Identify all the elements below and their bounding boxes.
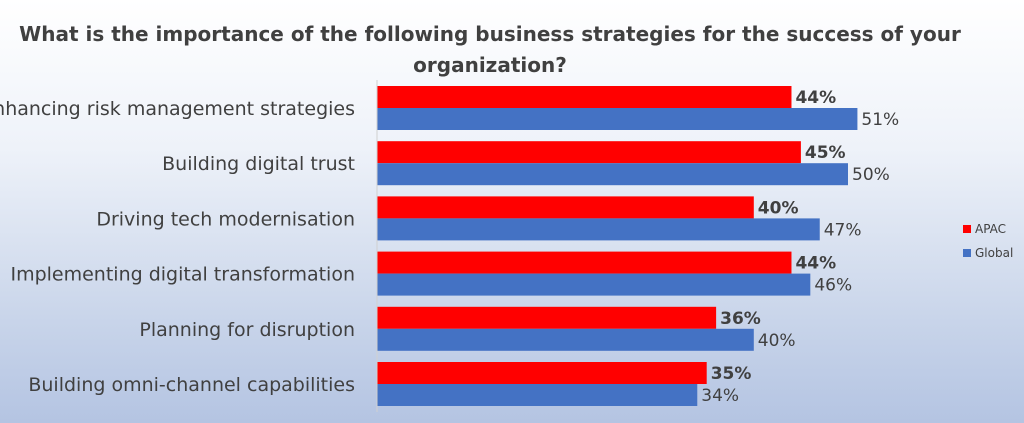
bar-global-4 bbox=[377, 328, 754, 351]
category-label: Building digital trust bbox=[162, 153, 355, 175]
legend-label-apac: APAC bbox=[975, 222, 1006, 236]
bar-global-3 bbox=[377, 273, 811, 296]
category-label: Driving tech modernisation bbox=[96, 208, 355, 230]
category-label: Enhancing risk management strategies bbox=[0, 98, 355, 120]
bar-global-2 bbox=[377, 218, 820, 241]
category-label: Implementing digital transformation bbox=[10, 264, 355, 286]
chart-title-line: What is the importance of the following … bbox=[19, 22, 961, 46]
bar-apac-3 bbox=[377, 251, 792, 274]
data-label-apac-5: 35% bbox=[711, 364, 752, 384]
data-label-global-1: 50% bbox=[852, 165, 890, 185]
chart-title-line: organization? bbox=[413, 53, 567, 77]
data-label-global-4: 40% bbox=[758, 331, 796, 351]
legend-swatch-global bbox=[963, 249, 971, 257]
data-label-apac-1: 45% bbox=[805, 143, 846, 163]
bar-apac-1 bbox=[377, 141, 801, 164]
data-label-apac-3: 44% bbox=[795, 254, 836, 274]
data-label-global-2: 47% bbox=[824, 220, 862, 240]
data-label-apac-2: 40% bbox=[758, 198, 799, 218]
bar-apac-4 bbox=[377, 306, 717, 329]
legend-label-global: Global bbox=[975, 246, 1013, 260]
bar-global-0 bbox=[377, 108, 858, 130]
data-label-apac-4: 36% bbox=[720, 309, 761, 329]
category-label: Planning for disruption bbox=[139, 319, 355, 341]
bar-apac-0 bbox=[377, 86, 792, 108]
data-label-apac-0: 44% bbox=[795, 88, 836, 108]
bar-global-1 bbox=[377, 163, 848, 186]
data-label-global-0: 51% bbox=[861, 110, 899, 130]
bar-apac-5 bbox=[377, 362, 707, 384]
category-label: Building omni-channel capabilities bbox=[28, 374, 355, 396]
legend-swatch-apac bbox=[963, 225, 971, 233]
data-label-global-3: 46% bbox=[814, 276, 852, 296]
bar-apac-2 bbox=[377, 196, 754, 219]
data-label-global-5: 34% bbox=[701, 386, 739, 406]
bar-global-5 bbox=[377, 384, 698, 406]
